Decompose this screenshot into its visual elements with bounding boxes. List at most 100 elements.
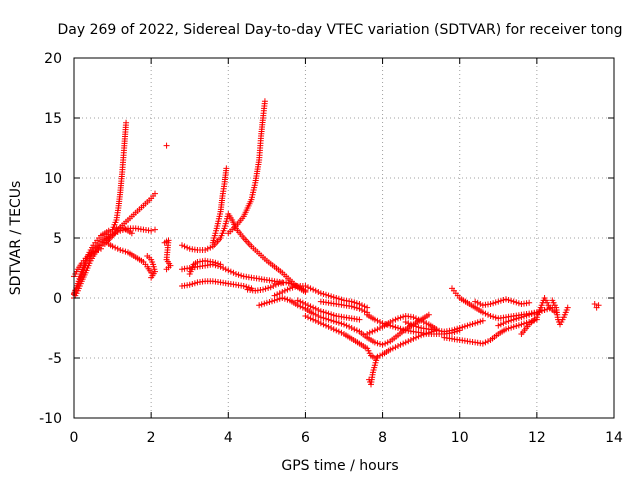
data-point	[346, 323, 353, 330]
x-tick-label: 8	[378, 430, 387, 446]
data-point	[395, 343, 401, 349]
data-point	[323, 309, 329, 316]
data-point	[212, 259, 219, 266]
data-point	[508, 317, 515, 324]
data-point	[510, 316, 517, 323]
data-point	[505, 318, 512, 325]
data-point	[310, 316, 317, 323]
series-arc-28	[472, 296, 533, 309]
data-point	[387, 319, 394, 325]
data-point	[384, 339, 391, 346]
data-point	[117, 247, 124, 253]
data-point	[513, 315, 520, 322]
data-point	[389, 345, 396, 352]
data-point	[112, 230, 119, 237]
series-arc-09	[161, 237, 174, 273]
data-point	[310, 304, 317, 311]
data-point	[202, 247, 209, 253]
data-point	[263, 299, 270, 306]
data-point	[505, 325, 512, 332]
series-arc-19	[294, 297, 363, 323]
data-point	[333, 319, 340, 325]
data-point	[377, 341, 383, 347]
data-point	[374, 326, 381, 333]
data-point	[479, 317, 486, 324]
data-point	[285, 280, 292, 287]
data-point	[351, 326, 358, 333]
data-point	[328, 325, 335, 331]
data-point	[315, 307, 322, 313]
data-point	[223, 165, 230, 172]
data-point	[284, 296, 291, 303]
data-point	[128, 230, 135, 237]
data-point	[373, 355, 380, 361]
data-point	[315, 313, 322, 319]
data-point	[320, 291, 327, 297]
data-point	[317, 320, 324, 327]
data-point	[317, 290, 324, 297]
data-point	[312, 311, 319, 318]
data-point	[410, 335, 417, 342]
series-arc-29	[495, 307, 548, 329]
data-point	[487, 313, 494, 319]
data-point	[454, 325, 461, 332]
data-point	[276, 290, 283, 297]
data-point	[400, 326, 407, 333]
series-arc-11	[209, 165, 230, 246]
data-point	[477, 318, 484, 325]
x-tick-label: 0	[70, 430, 79, 446]
data-point	[305, 284, 311, 291]
data-point	[330, 294, 337, 301]
data-point	[407, 337, 414, 343]
data-point	[152, 226, 158, 233]
data-point	[353, 305, 360, 311]
data-point	[456, 325, 463, 331]
data-point	[526, 311, 533, 318]
data-point	[402, 319, 409, 325]
x-tick-label: 12	[528, 430, 546, 446]
data-point	[371, 316, 378, 323]
data-point	[492, 299, 499, 306]
data-point	[405, 320, 412, 327]
data-point	[371, 339, 378, 346]
data-point	[281, 295, 288, 302]
data-point	[222, 266, 229, 273]
data-point	[361, 308, 368, 315]
data-point	[265, 285, 272, 291]
data-point	[523, 312, 530, 319]
data-point	[518, 321, 525, 328]
data-point	[389, 317, 396, 324]
data-point	[487, 301, 494, 307]
data-point	[423, 320, 430, 327]
data-point	[204, 245, 211, 252]
data-point	[497, 321, 504, 328]
data-point	[284, 286, 291, 293]
data-point	[503, 326, 509, 333]
data-point	[402, 339, 409, 346]
data-point	[410, 322, 417, 329]
series-arc-15	[225, 98, 268, 237]
data-point	[351, 304, 358, 311]
grid-lines	[74, 58, 614, 418]
data-point	[240, 283, 247, 289]
data-point	[307, 285, 314, 292]
data-point	[114, 229, 121, 235]
series-arc-05	[94, 225, 158, 251]
data-point	[338, 320, 345, 327]
chart-title: Day 269 of 2022, Sidereal Day-to-day VTE…	[57, 22, 622, 38]
data-point	[389, 323, 396, 330]
data-point	[328, 293, 335, 300]
data-point	[302, 313, 309, 319]
data-point	[243, 283, 250, 290]
data-point	[400, 313, 407, 320]
data-point	[230, 269, 237, 276]
data-point	[377, 325, 383, 331]
data-point	[90, 249, 97, 256]
y-axis-label: SDTVAR / TECUs	[8, 181, 24, 296]
data-point	[119, 227, 126, 233]
x-tick-label: 14	[605, 430, 623, 446]
data-point	[518, 314, 525, 321]
data-point	[474, 299, 481, 306]
data-point	[341, 321, 347, 328]
